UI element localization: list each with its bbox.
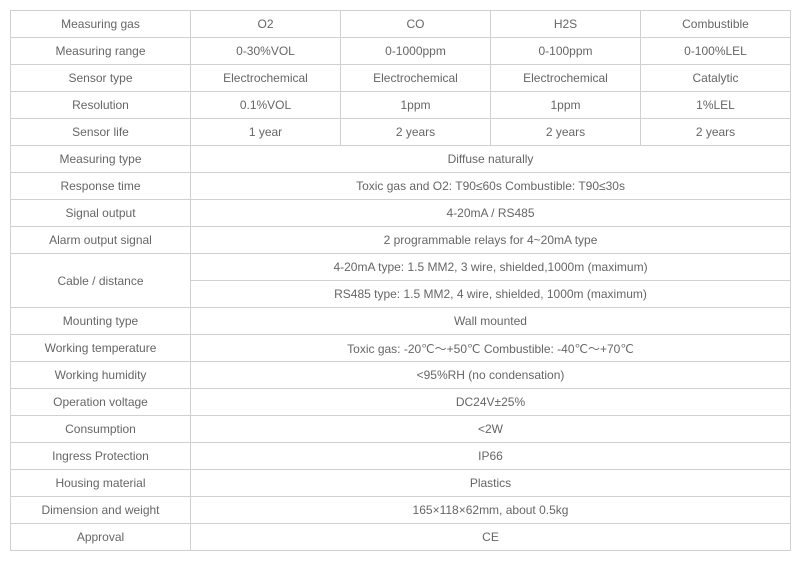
row-cell: 1 year <box>191 119 341 146</box>
row-cell: H2S <box>491 11 641 38</box>
row-cell: 2 years <box>641 119 791 146</box>
row-cell: 0.1%VOL <box>191 92 341 119</box>
row-label: Alarm output signal <box>11 227 191 254</box>
row-value: DC24V±25% <box>191 389 791 416</box>
row-label: Response time <box>11 173 191 200</box>
row-label: Ingress Protection <box>11 443 191 470</box>
row-cell: 1ppm <box>491 92 641 119</box>
row-label: Working humidity <box>11 362 191 389</box>
row-value: <95%RH (no condensation) <box>191 362 791 389</box>
row-label: Housing material <box>11 470 191 497</box>
row-cell: Electrochemical <box>341 65 491 92</box>
row-value: 4-20mA / RS485 <box>191 200 791 227</box>
row-value: Plastics <box>191 470 791 497</box>
row-label: Measuring gas <box>11 11 191 38</box>
row-value: <2W <box>191 416 791 443</box>
row-value: Wall mounted <box>191 308 791 335</box>
row-cell: 0-100%LEL <box>641 38 791 65</box>
row-value: CE <box>191 524 791 551</box>
row-cell: 2 years <box>491 119 641 146</box>
row-value: Toxic gas: -20℃～+50℃ Combustible: -40℃～+… <box>191 335 791 362</box>
spec-table-body: Measuring gasO2COH2SCombustible Measuring… <box>11 11 791 551</box>
row-value: IP66 <box>191 443 791 470</box>
row-cell: Catalytic <box>641 65 791 92</box>
row-cell: O2 <box>191 11 341 38</box>
row-value: Toxic gas and O2: T90≤60s Combustible: T… <box>191 173 791 200</box>
row-cell: Electrochemical <box>491 65 641 92</box>
spec-table: Measuring gasO2COH2SCombustible Measuring… <box>10 10 791 551</box>
row-value: RS485 type: 1.5 MM2, 4 wire, shielded, 1… <box>191 281 791 308</box>
row-cell: 0-100ppm <box>491 38 641 65</box>
row-cell: 1ppm <box>341 92 491 119</box>
row-cell: Electrochemical <box>191 65 341 92</box>
row-cell: 0-1000ppm <box>341 38 491 65</box>
row-label: Resolution <box>11 92 191 119</box>
row-value: 2 programmable relays for 4~20mA type <box>191 227 791 254</box>
row-label: Operation voltage <box>11 389 191 416</box>
row-label: Mounting type <box>11 308 191 335</box>
row-cell: 0-30%VOL <box>191 38 341 65</box>
row-label: Measuring range <box>11 38 191 65</box>
row-cell: Combustible <box>641 11 791 38</box>
row-cell: 1%LEL <box>641 92 791 119</box>
row-value: Diffuse naturally <box>191 146 791 173</box>
row-label: Consumption <box>11 416 191 443</box>
row-label: Sensor life <box>11 119 191 146</box>
row-label: Signal output <box>11 200 191 227</box>
row-label: Measuring type <box>11 146 191 173</box>
row-label: Approval <box>11 524 191 551</box>
row-value: 4-20mA type: 1.5 MM2, 3 wire, shielded,1… <box>191 254 791 281</box>
row-label: Working temperature <box>11 335 191 362</box>
row-cell: CO <box>341 11 491 38</box>
row-label: Cable / distance <box>11 254 191 308</box>
row-label: Sensor type <box>11 65 191 92</box>
row-label: Dimension and weight <box>11 497 191 524</box>
row-value: 165×118×62mm, about 0.5kg <box>191 497 791 524</box>
row-cell: 2 years <box>341 119 491 146</box>
